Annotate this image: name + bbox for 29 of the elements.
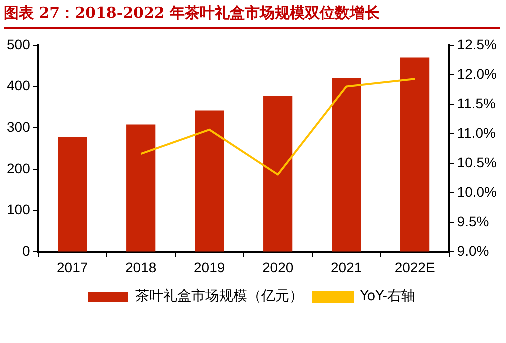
y2-tick-label: 11.0% [457,124,496,141]
x-tick-label: 2022E [394,259,436,276]
y2-tick-label: 10.0% [457,184,498,200]
y2-tick-label: 12.5% [457,36,498,52]
y2-tick-label: 11.5% [457,95,496,112]
y2-tick-label: 9.0% [457,243,490,260]
y-tick-label: 400 [7,78,31,94]
y2-tick-label: 9.5% [457,214,490,230]
x-tick-label: 2021 [330,259,362,276]
y-tick-label: 100 [7,202,31,218]
bar [58,137,88,252]
bar [332,78,362,252]
bar [195,110,224,252]
y-tick-label: 500 [7,36,31,52]
y2-tick-label: 10.5% [457,154,498,170]
bar [400,58,430,252]
chart-title: 图表 27：2018-2022 年茶叶礼盒市场规模双位数增长 [4,4,500,29]
y-tick-label: 0 [22,243,31,260]
x-tick-label: 2019 [194,259,226,276]
x-tick-label: 2017 [57,259,88,276]
bar [126,124,156,252]
y-tick-label: 200 [7,160,31,176]
y2-tick-label: 12.0% [457,66,498,82]
x-tick-label: 2020 [262,259,294,276]
y-tick-label: 300 [7,118,31,135]
x-tick-label: 2018 [126,259,157,276]
legend-label: 茶叶礼盒市场规模（亿元） [135,288,304,305]
bar [264,96,293,252]
legend-label: YoY-右轴 [359,288,416,305]
